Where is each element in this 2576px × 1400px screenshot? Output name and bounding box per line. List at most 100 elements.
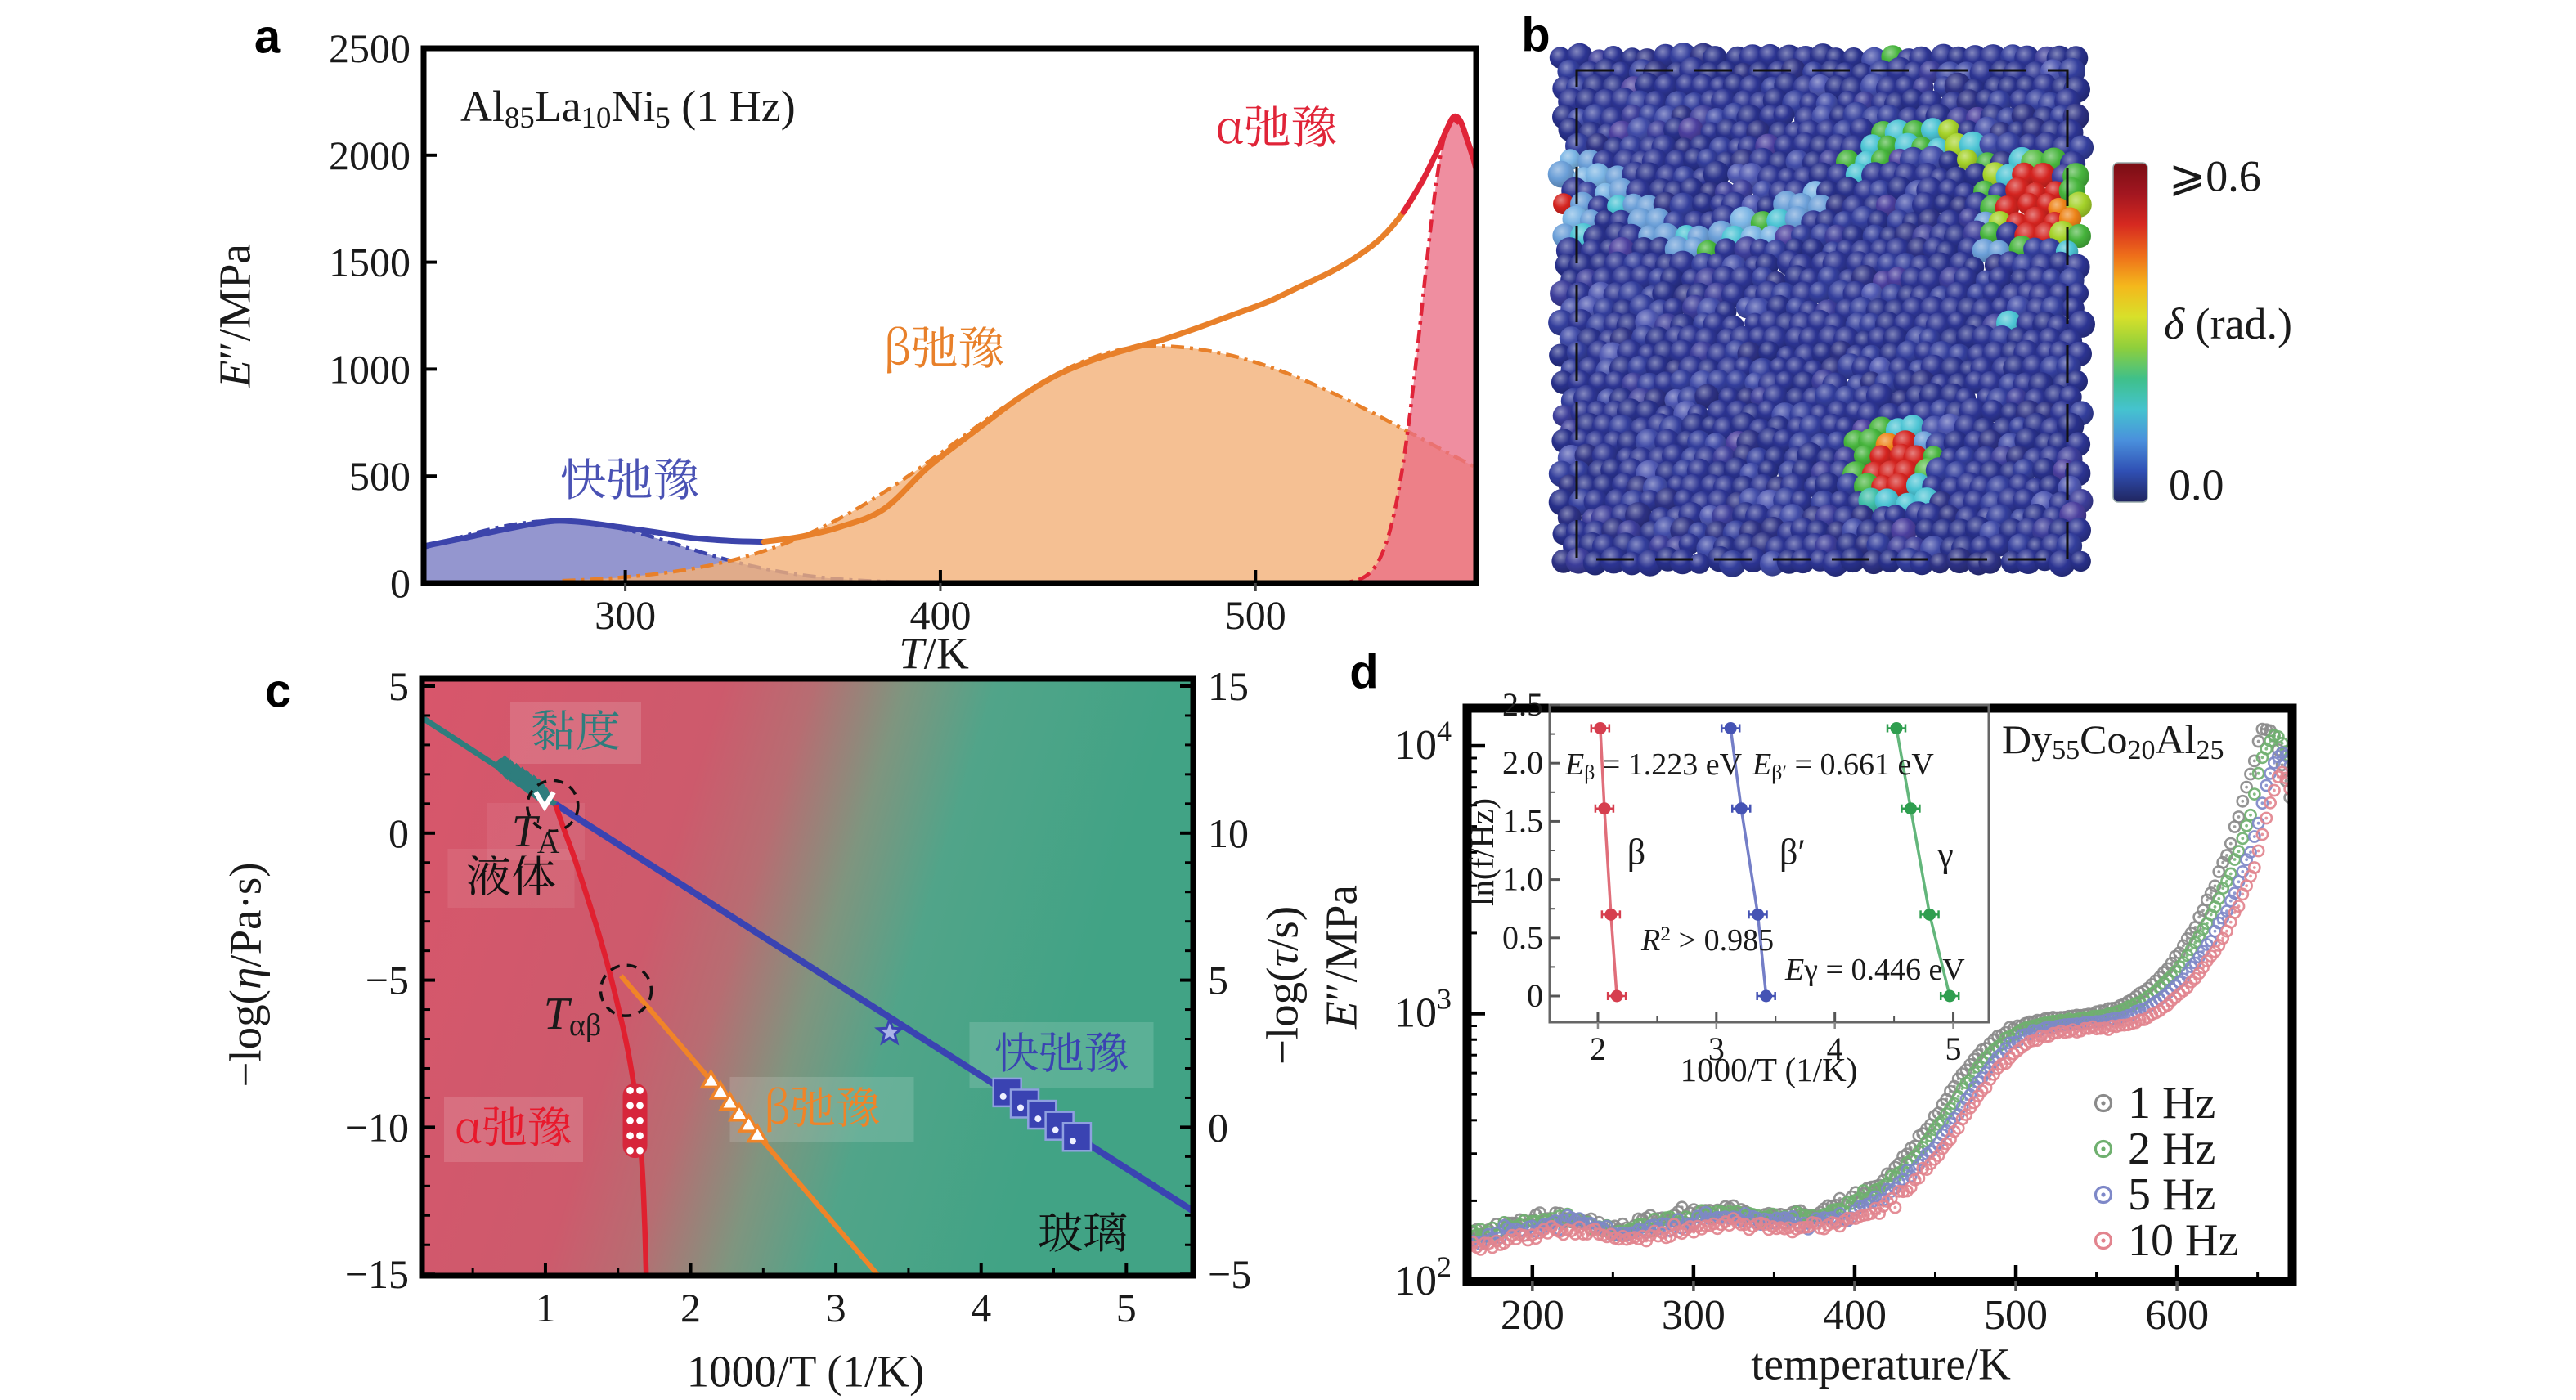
panel-d-ylabel: E″/MPa [1316, 885, 1367, 1029]
inset-gamma-label: γ [1937, 834, 1954, 875]
beta-relaxation-marker [708, 1079, 732, 1100]
inset-Ebeta-annotation: Eβ = 1.223 eV [1565, 747, 1743, 784]
inset-point [1610, 989, 1623, 1003]
legend-marker [2094, 1139, 2113, 1159]
transition-circle-TA [526, 779, 580, 833]
liquid-label [466, 855, 556, 901]
inset-point [1735, 802, 1748, 815]
panel-c-fast-relaxation-label [994, 1032, 1129, 1078]
panel-a-ytick-label: 2000 [329, 132, 411, 178]
inset-point [1724, 721, 1737, 734]
panel-a-ytick-label: 0 [390, 560, 411, 606]
legend-entry-2hz: 2 Hz [2128, 1124, 2216, 1174]
beta-relaxation-marker [737, 1112, 761, 1133]
legend-marker [2094, 1093, 2113, 1113]
panel-c-xtick-label: 1 [535, 1285, 555, 1330]
panel-a-ytick-label: 500 [349, 453, 411, 499]
inset-R2-annotation: R2 > 0.985 [1641, 922, 1775, 958]
inset-ylabel: ln(f/Hz) [1463, 797, 1501, 907]
composition-label: Dy55Co20Al25 [2002, 716, 2224, 766]
beta-relaxation-fit-fill [562, 346, 1476, 583]
envelope-segment [1400, 113, 1476, 215]
panel-a-title: Al85La10Ni5 (1 Hz) [460, 82, 796, 135]
Tab-label: Tαβ [543, 989, 602, 1043]
viscosity-end-marker [533, 791, 556, 812]
atoms [1547, 43, 2095, 577]
panel-c-letter: c [264, 664, 292, 718]
viscosity-label [531, 710, 621, 756]
beta-relaxation-marker [699, 1068, 723, 1089]
panel-c-plot: 1 2 3 4 5 5 0 −5 −10 −15 15 10 5 0 −5 [345, 663, 1251, 1330]
inset-ytick-label: 1.5 [1502, 802, 1543, 839]
inset-xtick-label: 5 [1945, 1030, 1962, 1067]
panel-c-ytick-right-label: 15 [1208, 663, 1249, 709]
inset-ytick-label: 2.5 [1502, 686, 1543, 723]
inset-xlabel: 1000/T (1/K) [1680, 1051, 1858, 1088]
panel-d-xtick-label: 600 [2145, 1292, 2209, 1339]
panel-c-beta-relaxation-label [763, 1087, 881, 1133]
scatter-series-10Hz [1467, 765, 2292, 1256]
colorbar-title: δ (rad.) [2164, 299, 2293, 348]
panel-d-xtick-label: 200 [1501, 1292, 1564, 1339]
panel-c-xtick-label: 2 [680, 1285, 701, 1330]
panel-d-frame [1462, 703, 2297, 1286]
inset-point [1604, 908, 1618, 921]
inset-xtick-label: 3 [1708, 1030, 1725, 1067]
panel-a-ytick-label: 1000 [329, 346, 411, 392]
scatter-series-2Hz [1467, 729, 2292, 1246]
inset-betaprime-label: β′ [1779, 832, 1806, 873]
panel-c-alpha-relaxation-label [455, 1106, 572, 1152]
TA-label: TA [511, 806, 560, 861]
inset-line-β′ [1729, 728, 1768, 997]
legend-entry-5hz: 5 Hz [2128, 1169, 2216, 1220]
inset-Ebetaprime-annotation: Eβ′ = 0.661 eV [1752, 747, 1934, 784]
colorbar [2112, 162, 2148, 503]
panel-d-ytick-label: 103 [1394, 983, 1452, 1037]
panel-a-xlabel: T/K [899, 628, 969, 679]
panel-c-ytick-left-label: −5 [366, 958, 409, 1003]
panel-c-ytick-left-label: −15 [345, 1251, 409, 1297]
inset-point [1594, 721, 1607, 734]
panel-c-xtick-label: 5 [1116, 1285, 1137, 1330]
panel-d-plot: 200 300 400 500 600 102 103 104 2 3 4 5 0 0.5 1.0 1.5 2.… [1394, 686, 2297, 1339]
panel-a-fast-relaxation-label [560, 458, 700, 505]
alpha-relaxation-curve [553, 804, 649, 1276]
fast-relaxation-fit-fill [424, 520, 913, 583]
panel-c-ylabel-right: −log(τ/s) [1257, 905, 1308, 1066]
alpha-relaxation-markers [622, 1083, 648, 1159]
inset-line-γ [1895, 728, 1951, 997]
panel-c-xtick-label: 3 [826, 1285, 846, 1330]
panel-a-ytick-label: 2500 [329, 25, 411, 71]
envelope-segment [424, 518, 767, 550]
panel-c-ylabel-left: −log(η/Pa·s) [220, 862, 271, 1088]
beta-relaxation-marker [727, 1102, 752, 1122]
panel-c-ytick-right-label: −5 [1208, 1251, 1251, 1297]
inset-ytick-label: 1.0 [1502, 861, 1543, 898]
panel-b-letter: b [1521, 8, 1551, 62]
inset-xtick-label: 2 [1590, 1030, 1606, 1067]
panel-a-plot: 300 400 500 0 500 1000 1500 2000 2500 [329, 25, 1479, 638]
panel-a-xtick-label: 400 [909, 592, 971, 638]
panel-a-ylabel: E″/MPa [209, 244, 260, 388]
panel-d-letter: d [1349, 645, 1379, 699]
panel-c-frame [419, 675, 1196, 1279]
phase-gradient-background [422, 679, 1193, 1276]
panel-c-ytick-right-label: 5 [1208, 958, 1228, 1003]
colorbar-min-label: 0.0 [2169, 460, 2224, 509]
panel-c-ytick-left-label: −10 [345, 1104, 409, 1150]
legend-entry-10hz: 10 Hz [2128, 1215, 2239, 1266]
inset-point [1752, 908, 1765, 921]
inset-ytick-label: 2.0 [1502, 744, 1543, 781]
inset-ytick-label: 0 [1527, 977, 1543, 1014]
envelope-segment [761, 177, 1425, 545]
beta-relaxation-marker [718, 1090, 742, 1111]
panel-d-ytick-label: 104 [1394, 715, 1452, 769]
panel-d-xlabel: temperature/K [1751, 1339, 2011, 1389]
panel-a-alpha-relaxation-label [1216, 105, 1338, 153]
fast-relaxation-star-marker [874, 1016, 905, 1046]
panel-b-atom-map [1547, 43, 2148, 577]
simulation-box-border [1575, 69, 2069, 561]
panel-c-ytick-right-label: 0 [1208, 1104, 1228, 1150]
inset-point [1904, 802, 1917, 815]
